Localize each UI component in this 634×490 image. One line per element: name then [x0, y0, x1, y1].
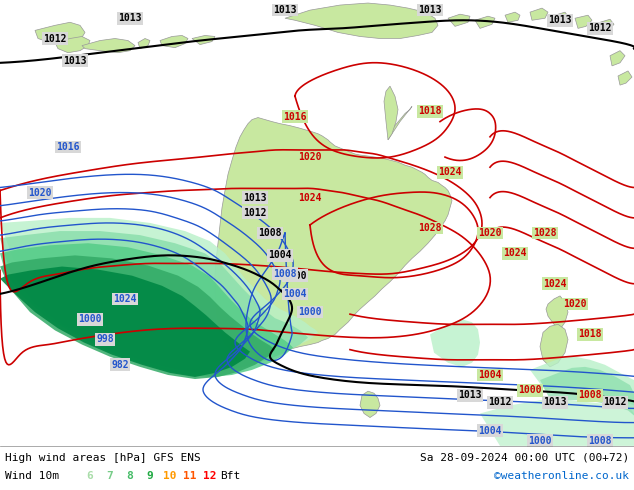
Text: 1013: 1013	[543, 397, 567, 407]
Text: 1016: 1016	[56, 142, 80, 152]
Polygon shape	[546, 296, 568, 329]
Text: 1020: 1020	[478, 228, 501, 238]
Polygon shape	[192, 35, 215, 45]
Text: Bft: Bft	[220, 471, 240, 481]
Polygon shape	[600, 19, 614, 32]
Text: 1004: 1004	[268, 250, 292, 260]
Text: 1024: 1024	[438, 167, 462, 177]
Text: 1012: 1012	[43, 33, 67, 44]
Text: 1012: 1012	[243, 208, 267, 218]
Text: 1008: 1008	[258, 228, 281, 238]
Text: 1020: 1020	[563, 299, 586, 309]
Text: 982: 982	[111, 360, 129, 370]
Text: 1024: 1024	[503, 248, 527, 258]
Polygon shape	[618, 71, 632, 85]
Polygon shape	[540, 367, 634, 416]
Polygon shape	[82, 39, 135, 53]
Polygon shape	[530, 8, 548, 20]
Text: 1013: 1013	[418, 5, 442, 15]
Text: 1018: 1018	[578, 329, 602, 340]
Text: 9: 9	[146, 471, 153, 481]
Text: 1013: 1013	[548, 15, 572, 25]
Text: 11: 11	[183, 471, 197, 481]
Text: 998: 998	[96, 335, 114, 344]
Polygon shape	[384, 86, 398, 140]
Text: 1013: 1013	[63, 56, 87, 66]
Text: 1013: 1013	[243, 193, 267, 202]
Text: 1018: 1018	[418, 106, 442, 117]
Text: 10: 10	[163, 471, 177, 481]
Polygon shape	[0, 255, 275, 379]
Polygon shape	[530, 357, 634, 405]
Text: 1000: 1000	[528, 436, 552, 446]
Polygon shape	[285, 3, 438, 39]
Text: 1000: 1000	[518, 385, 541, 395]
Polygon shape	[138, 39, 150, 49]
Polygon shape	[448, 14, 470, 26]
Text: 1004: 1004	[478, 426, 501, 436]
Polygon shape	[55, 36, 90, 53]
Polygon shape	[505, 12, 520, 22]
Polygon shape	[430, 319, 480, 367]
Polygon shape	[575, 15, 592, 28]
Polygon shape	[540, 324, 568, 367]
Text: 1020: 1020	[29, 188, 52, 197]
Text: 1004: 1004	[478, 370, 501, 380]
Text: 7: 7	[107, 471, 113, 481]
Text: 1024: 1024	[543, 279, 567, 289]
Text: 1020: 1020	[298, 152, 321, 162]
Text: 1000: 1000	[283, 270, 307, 281]
Text: 1008: 1008	[578, 390, 602, 400]
Text: 1024: 1024	[298, 193, 321, 202]
Text: 1012: 1012	[488, 397, 512, 407]
Text: 1012: 1012	[603, 397, 627, 407]
Polygon shape	[0, 218, 318, 367]
Polygon shape	[35, 22, 85, 46]
Text: ©weatheronline.co.uk: ©weatheronline.co.uk	[494, 471, 629, 481]
Text: 6: 6	[87, 471, 93, 481]
Polygon shape	[0, 231, 308, 373]
Text: 1016: 1016	[283, 112, 307, 122]
Text: 1013: 1013	[458, 390, 482, 400]
Text: 1000: 1000	[78, 314, 101, 324]
Text: High wind areas [hPa] GFS ENS: High wind areas [hPa] GFS ENS	[5, 453, 201, 463]
Text: 1028: 1028	[533, 228, 557, 238]
Polygon shape	[555, 12, 568, 24]
Text: 1013: 1013	[273, 5, 297, 15]
Polygon shape	[160, 35, 188, 48]
Polygon shape	[610, 50, 625, 66]
Polygon shape	[215, 118, 452, 355]
Polygon shape	[360, 391, 380, 417]
Polygon shape	[0, 267, 250, 377]
Text: Sa 28-09-2024 00:00 UTC (00+72): Sa 28-09-2024 00:00 UTC (00+72)	[420, 453, 629, 463]
Text: 1013: 1013	[119, 13, 142, 23]
Text: Wind 10m: Wind 10m	[5, 471, 59, 481]
Text: 1024: 1024	[113, 294, 137, 304]
Text: 1008: 1008	[273, 269, 297, 279]
Text: 1008: 1008	[588, 436, 612, 446]
Text: 12: 12	[204, 471, 217, 481]
Text: 1028: 1028	[418, 223, 442, 233]
Polygon shape	[388, 106, 412, 140]
Text: 1004: 1004	[283, 289, 307, 299]
Text: 8: 8	[127, 471, 133, 481]
Polygon shape	[475, 16, 495, 28]
Polygon shape	[480, 400, 634, 446]
Polygon shape	[0, 243, 293, 377]
Text: 1012: 1012	[588, 24, 612, 33]
Text: 1000: 1000	[298, 307, 321, 317]
